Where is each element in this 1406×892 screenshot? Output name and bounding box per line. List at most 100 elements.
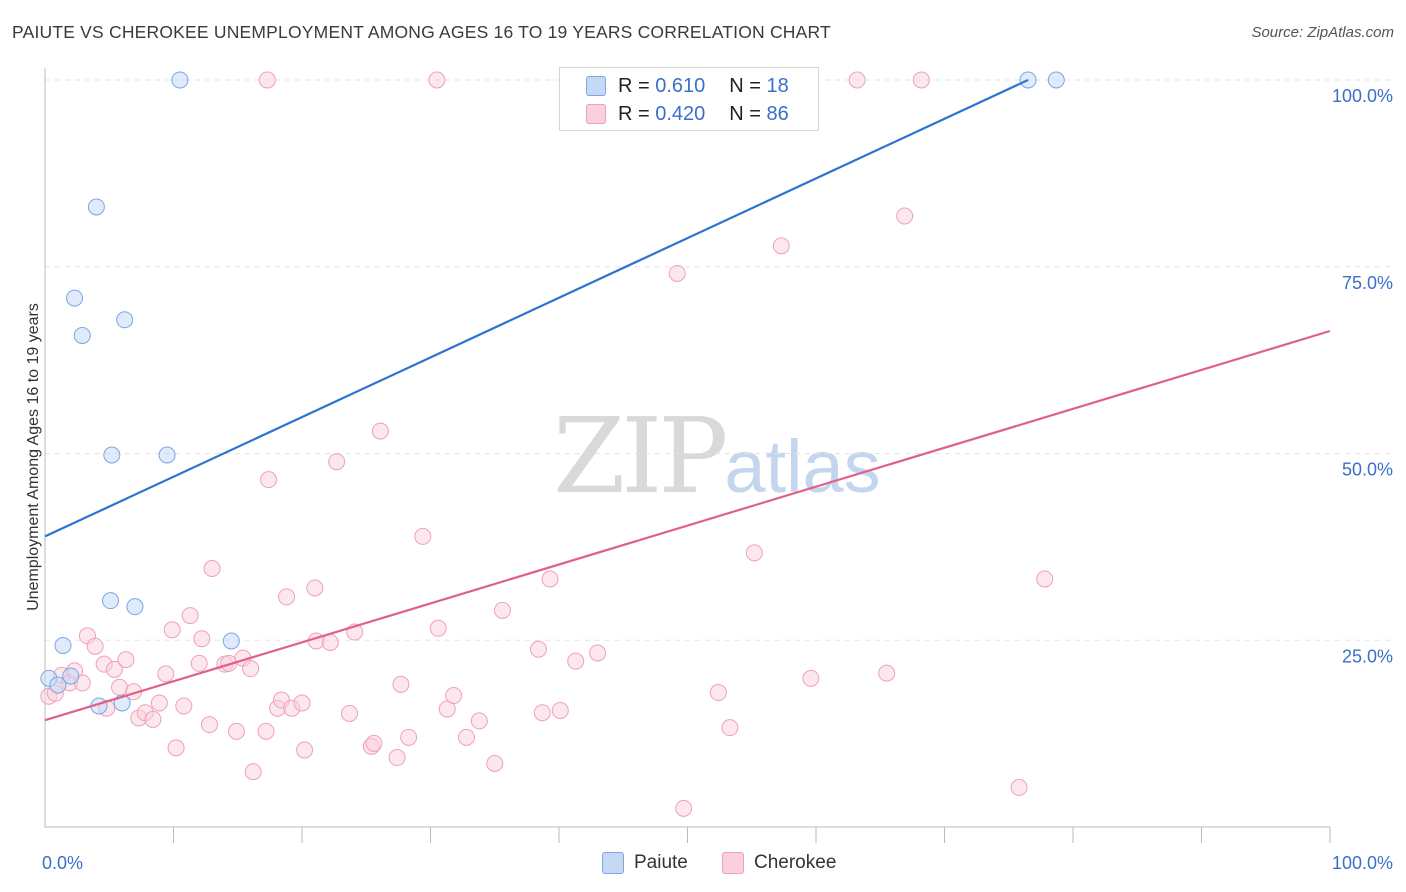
cherokee-point [175,697,193,715]
paiute-n-value: 18 [766,74,789,97]
cherokee-point [709,684,727,702]
bottom-legend-paiute: Paiute [602,852,688,874]
cherokee-point [293,694,311,712]
paiute-point [66,289,84,307]
cherokee-point [1010,778,1028,796]
cherokee-point [144,710,162,728]
paiute-point [1047,71,1065,89]
correlation-legend: R = 0.610 N = 18 R = 0.420 N = 86 [559,67,819,131]
cherokee-point [414,527,432,545]
cherokee-point [258,71,276,89]
cherokee-point [260,471,278,489]
cherokee-point [190,654,208,672]
cherokee-point [745,544,763,562]
paiute-point [158,446,176,464]
cherokee-point [772,237,790,255]
legend-row-paiute: R = 0.610 N = 18 [560,72,789,100]
cherokee-point [111,678,129,696]
cherokee-point [200,716,218,734]
cherokee-point [675,799,693,817]
cherokee-point [589,644,607,662]
cherokee-point [445,687,463,705]
cherokee-point [896,207,914,225]
cherokee-point [470,712,488,730]
cherokee-point [257,722,275,740]
gridlines [45,79,1393,641]
cherokee-point [802,669,820,687]
cherokee-point [428,71,446,89]
cherokee-point [541,570,559,588]
trend-lines [44,79,1331,722]
cherokee-point [193,630,211,648]
cherokee-point [551,701,569,719]
cherokee-legend-swatch [722,852,744,874]
paiute-point [49,676,67,694]
paiute-point [126,598,144,616]
cherokee-point [533,704,551,722]
cherokee-point [167,739,185,757]
cherokee-point [1036,570,1054,588]
cherokee-point [365,734,383,752]
cherokee-point [429,619,447,637]
y-tick-label: 50.0% [1342,460,1393,480]
watermark-zip: ZIP [553,395,728,517]
y-tick-label: 75.0% [1342,273,1393,293]
cherokee-n-value: 86 [766,102,789,125]
cherokee-point [721,719,739,737]
cherokee-point [227,722,245,740]
cherokee-point [181,607,199,625]
cherokee-point [157,665,175,683]
x-tick-label-max: 100.0% [1332,853,1393,873]
watermark: ZIPatlas [553,395,881,517]
cherokee-point [105,660,123,678]
cherokee-point [668,264,686,282]
cherokee-point [117,651,135,669]
legend-n-label: N = [729,74,761,97]
cherokee-swatch [586,104,606,124]
legend-n-label: N = [729,102,761,125]
paiute-point [103,446,121,464]
cherokee-point [529,640,547,658]
cherokee-point [486,755,504,773]
cherokee-point [848,71,866,89]
paiute-point [62,667,80,685]
bottom-legend-cherokee: Cherokee [722,852,836,874]
cherokee-point [150,694,168,712]
cherokee-point [400,728,418,746]
cherokee-point [242,660,260,678]
paiute-point [116,311,134,329]
cherokee-points [40,71,1054,817]
paiute-trend-line [44,79,1029,538]
cherokee-trend-line [44,329,1331,722]
chart-title: PAIUTE VS CHEROKEE UNEMPLOYMENT AMONG AG… [12,22,831,42]
cherokee-point [912,71,930,89]
cherokee-point [388,749,406,767]
cherokee-point [878,664,896,682]
cherokee-point [321,633,339,651]
paiute-point [102,592,120,610]
paiute-legend-swatch [602,852,624,874]
tick-labels: 25.0% 50.0% 75.0% 100.0% 0.0% 100.0% [42,86,1393,873]
paiute-point [222,632,240,650]
y-tick-label: 25.0% [1342,646,1393,666]
cherokee-point [493,601,511,619]
paiute-point [171,71,189,89]
cherokee-point [392,675,410,693]
cherokee-point [328,453,346,471]
legend-r-label: R = [618,102,650,125]
source-label: Source: ZipAtlas.com [1251,24,1394,41]
paiute-point [54,636,72,654]
cherokee-point [567,652,585,670]
cherokee-legend-label: Cherokee [754,852,837,873]
cherokee-point [278,588,296,606]
x-tick-label-min: 0.0% [42,853,83,873]
cherokee-r-value: 0.420 [655,102,706,125]
paiute-points [40,71,1065,715]
paiute-r-value: 0.610 [655,74,706,97]
cherokee-point [86,637,104,655]
paiute-swatch [586,76,606,96]
cherokee-point [371,422,389,440]
cherokee-point [457,728,475,746]
paiute-point [73,326,91,344]
